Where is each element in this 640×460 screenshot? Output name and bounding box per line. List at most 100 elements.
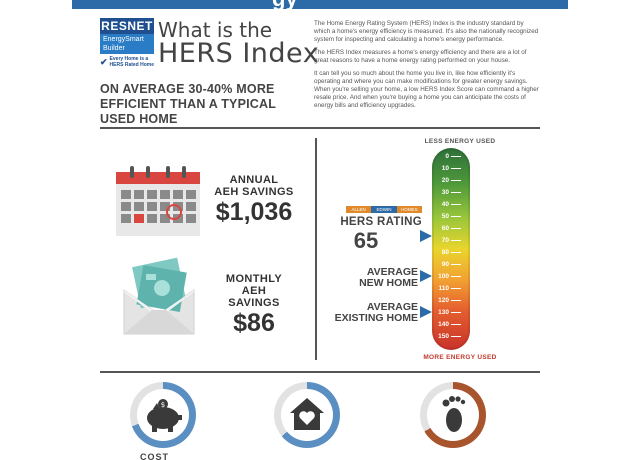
scale-tick-line — [451, 203, 461, 205]
logo-tagline-row: ✔ Every Home is a HERS Rated Home — [100, 56, 154, 68]
page-title-line2: HERS Index — [158, 38, 320, 69]
scale-tick-line — [451, 215, 461, 217]
house-heart-ring — [274, 382, 340, 448]
builder-brand-strip: ALLEN EDWIN HOMES — [346, 206, 422, 213]
svg-text:$: $ — [161, 401, 165, 409]
scale-tick-line — [451, 239, 461, 241]
scale-tick-label: 130 — [438, 309, 449, 316]
footprint-ring — [420, 382, 486, 448]
scale-tick: 20 — [437, 176, 467, 186]
section-divider-top — [100, 127, 540, 129]
scale-tick-line — [451, 167, 461, 169]
monthly-savings: MONTHLY AEH SAVINGS $86 — [216, 273, 292, 337]
monthly-sublabel: AEH SAVINGS — [228, 285, 280, 309]
scale-tick: 110 — [437, 284, 467, 294]
scale-tick-line — [451, 323, 461, 325]
annual-sublabel: AEH SAVINGS — [214, 186, 294, 198]
annual-label: ANNUAL — [229, 174, 279, 186]
intro-paragraph-1: The Home Energy Rating System (HERS) Ind… — [314, 20, 539, 43]
scale-tick-label: 40 — [441, 201, 449, 208]
calendar-icon — [116, 166, 200, 236]
intro-paragraph-3: It can tell you so much about the home y… — [314, 70, 539, 109]
efficiency-headline: ON AVERAGE 30-40% MORE EFFICIENT THAN A … — [100, 82, 276, 126]
scale-tick-label: 80 — [441, 249, 449, 256]
average-new-line1: AVERAGE — [366, 266, 418, 278]
logo-tagline: Every Home is a HERS Rated Home — [109, 56, 154, 68]
piggy-bank-icon: $ — [147, 399, 182, 432]
scale-tick-line — [451, 263, 461, 265]
scale-tick-label: 30 — [441, 189, 449, 196]
annual-amount: $1,036 — [215, 198, 293, 226]
monthly-label: MONTHLY — [225, 273, 283, 285]
brand-word-3: HOMES — [396, 206, 422, 213]
less-energy-label: LESS ENERGY USED — [424, 138, 496, 145]
scale-tick-line — [451, 155, 461, 157]
scale-tick: 140 — [437, 320, 467, 330]
scale-tick-line — [451, 179, 461, 181]
scale-tick: 40 — [437, 200, 467, 210]
hers-rating-arrow — [420, 230, 432, 242]
hers-scale-ticks: 0 10 20 30 40 50 60 70 80 90 100 110 120 130 140 150 — [437, 152, 467, 342]
average-existing-line2: EXISTING HOME — [334, 312, 418, 324]
money-envelope-icon — [123, 257, 195, 335]
banner-text-fragment: gy — [272, 0, 298, 9]
scale-tick-label: 60 — [441, 225, 449, 232]
logo-sub: EnergySmart Builder — [100, 34, 154, 54]
average-new-home-label: AVERAGE NEW HOME — [330, 267, 418, 289]
scale-tick-line — [451, 251, 461, 253]
scale-tick-line — [451, 299, 461, 301]
scale-tick-line — [451, 335, 461, 337]
scale-tick-label: 90 — [441, 261, 449, 268]
scale-tick: 80 — [437, 248, 467, 258]
scale-tick: 150 — [437, 332, 467, 342]
scale-tick: 70 — [437, 236, 467, 246]
scale-tick-label: 100 — [438, 273, 449, 280]
hers-rating-label: HERS RATING — [340, 216, 422, 228]
scale-tick: 60 — [437, 224, 467, 234]
average-existing-line1: AVERAGE — [366, 301, 418, 313]
scale-tick-line — [451, 311, 461, 313]
average-existing-arrow — [420, 306, 432, 318]
scale-tick-label: 140 — [438, 321, 449, 328]
scale-tick-label: 70 — [441, 237, 449, 244]
scale-tick-label: 150 — [438, 333, 449, 340]
footprint-icon — [442, 396, 466, 432]
scale-tick: 130 — [437, 308, 467, 318]
average-existing-home-label: AVERAGE EXISTING HOME — [326, 302, 418, 324]
page-title-line1: What is the — [158, 18, 273, 42]
section-divider-bottom — [100, 371, 540, 373]
scale-tick-label: 0 — [445, 153, 449, 160]
scale-tick: 50 — [437, 212, 467, 222]
scale-tick: 100 — [437, 272, 467, 282]
scale-tick-line — [451, 275, 461, 277]
scale-tick-line — [451, 227, 461, 229]
intro-text: The Home Energy Rating System (HERS) Ind… — [314, 20, 540, 115]
intro-paragraph-2: The HERS Index measures a home's energy … — [314, 49, 527, 64]
piggy-bank-ring: $ — [130, 382, 196, 448]
scale-tick: 10 — [437, 164, 467, 174]
hers-rating-value: 65 — [353, 228, 379, 253]
scale-tick: 30 — [437, 188, 467, 198]
scale-tick-line — [451, 191, 461, 193]
monthly-amount: $86 — [233, 309, 275, 337]
hers-thermometer — [432, 148, 470, 350]
scale-tick-label: 50 — [441, 213, 449, 220]
scale-tick-label: 120 — [438, 297, 449, 304]
check-icon: ✔ — [100, 56, 108, 67]
brand-word-1: ALLEN — [346, 206, 372, 213]
scale-tick-line — [451, 287, 461, 289]
logo-name: RESNET — [100, 18, 154, 34]
scale-tick-label: 110 — [438, 285, 450, 292]
average-new-arrow — [420, 270, 432, 282]
scale-tick-label: 20 — [441, 177, 449, 184]
annual-savings: ANNUAL AEH SAVINGS $1,036 — [208, 174, 300, 226]
brand-word-2: EDWIN — [371, 206, 397, 213]
scale-tick-label: 10 — [441, 165, 449, 172]
cost-label: COST — [140, 452, 170, 460]
more-energy-label: MORE ENERGY USED — [423, 354, 497, 361]
scale-tick: 120 — [437, 296, 467, 306]
section-divider-vertical — [315, 138, 317, 360]
scale-tick: 90 — [437, 260, 467, 270]
top-banner: gy — [72, 0, 568, 9]
scale-tick: 0 — [437, 152, 467, 162]
